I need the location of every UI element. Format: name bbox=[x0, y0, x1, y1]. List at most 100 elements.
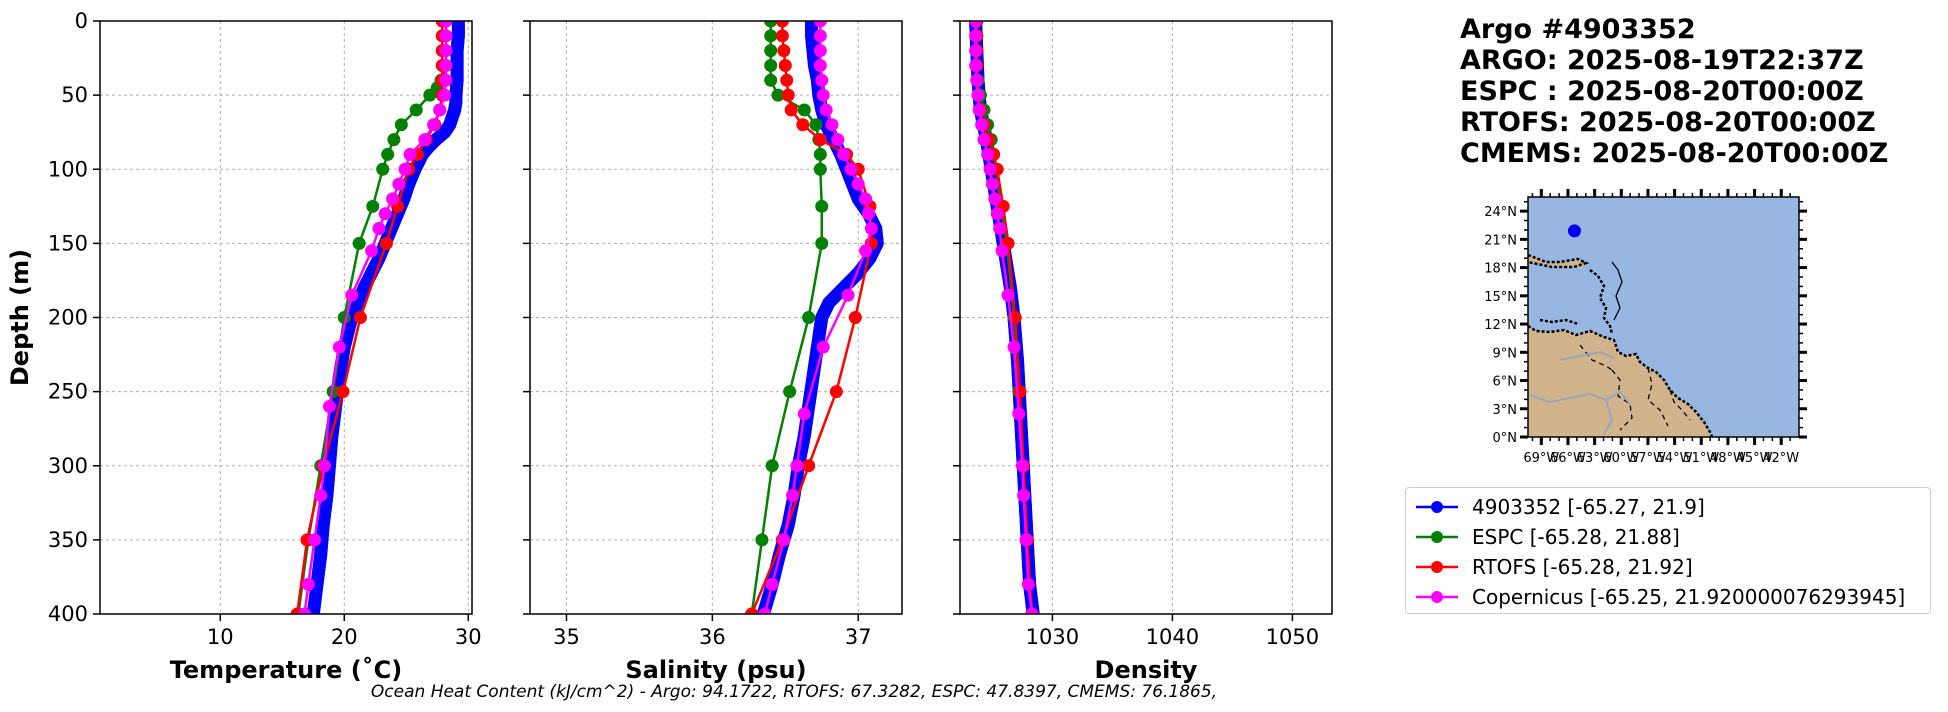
map-islands bbox=[1611, 261, 1623, 321]
temperature-point-copernicus bbox=[332, 340, 346, 354]
legend-label-copernicus: Copernicus [-65.25, 21.920000076293945] bbox=[1472, 585, 1906, 609]
salinity-x-tick-label: 37 bbox=[845, 625, 872, 649]
map-lat-label: 15°N bbox=[1484, 290, 1517, 305]
temperature-point-copernicus bbox=[317, 459, 331, 473]
density-point-copernicus bbox=[969, 21, 983, 28]
salinity-point-copernicus bbox=[851, 177, 865, 191]
temperature-point-copernicus bbox=[372, 222, 386, 236]
temperature-point-copernicus bbox=[403, 147, 417, 161]
temperature-point-copernicus bbox=[378, 207, 392, 221]
temperature-point-espc bbox=[352, 236, 366, 250]
salinity-x-axis-label: Salinity (psu) bbox=[625, 656, 806, 684]
temperature-point-copernicus bbox=[439, 44, 453, 58]
y-tick-label: 400 bbox=[48, 602, 88, 626]
location-map: 69°W66°W63°W60°W57°W54°W51°W48°W45°W42°W… bbox=[1484, 189, 1807, 466]
salinity-point-rtofs bbox=[802, 459, 816, 473]
temperature-point-copernicus bbox=[439, 21, 453, 28]
map-coastlines bbox=[1527, 253, 1714, 438]
salinity-point-copernicus bbox=[786, 488, 800, 502]
legend-label-rtofs: RTOFS [-65.28, 21.92] bbox=[1472, 555, 1693, 579]
map-minor-ticks bbox=[1524, 193, 1803, 441]
map-lat-label: 21°N bbox=[1484, 233, 1517, 248]
salinity-point-espc bbox=[755, 533, 769, 547]
map-lon-label: 69°W bbox=[1523, 451, 1559, 466]
temperature-point-espc bbox=[394, 118, 408, 132]
salinity-point-copernicus bbox=[816, 88, 830, 102]
density-point-copernicus bbox=[969, 29, 983, 43]
salinity-point-copernicus bbox=[813, 21, 827, 28]
temperature-point-rtofs bbox=[353, 311, 367, 324]
salinity-point-espc bbox=[764, 21, 778, 28]
salinity-point-rtofs bbox=[775, 21, 789, 28]
map-lon-label: 66°W bbox=[1550, 451, 1586, 466]
map-lon-label: 63°W bbox=[1577, 451, 1613, 466]
temperature-point-copernicus bbox=[439, 58, 453, 72]
salinity-point-espc bbox=[764, 58, 778, 72]
salinity-point-rtofs bbox=[780, 73, 794, 87]
legend-entry-espc: ESPC [-65.28, 21.88] bbox=[1406, 522, 1930, 552]
salinity-point-espc bbox=[764, 44, 778, 58]
map-lat-label: 6°N bbox=[1493, 375, 1518, 390]
salinity-point-copernicus bbox=[819, 103, 833, 117]
temperature-x-tick-label: 30 bbox=[455, 625, 482, 649]
density-y-ticks bbox=[953, 20, 960, 615]
temperature-y-ticks bbox=[93, 20, 100, 615]
title-argo-time: ARGO: 2025-08-19T22:37Z bbox=[1460, 45, 1864, 76]
salinity-grid bbox=[530, 20, 902, 615]
temperature-x-axis-label: Temperature (˚C) bbox=[170, 656, 403, 684]
legend-marker-rtofs bbox=[1416, 561, 1458, 573]
y-tick-label: 200 bbox=[48, 306, 88, 330]
density-point-rtofs bbox=[1013, 385, 1027, 399]
temperature-point-copernicus bbox=[345, 288, 359, 302]
salinity-point-rtofs bbox=[784, 103, 798, 117]
salinity-point-rtofs bbox=[777, 44, 791, 58]
salinity-point-espc bbox=[797, 103, 811, 117]
temperature-point-espc bbox=[423, 88, 437, 102]
salinity-point-espc bbox=[765, 459, 779, 473]
panel-salinity: 35 36 37 Salinity (psu) bbox=[523, 20, 903, 684]
density-point-copernicus bbox=[975, 118, 989, 132]
salinity-point-espc bbox=[783, 385, 797, 399]
temperature-point-copernicus bbox=[438, 88, 452, 102]
density-point-copernicus bbox=[977, 133, 991, 147]
salinity-point-rtofs bbox=[745, 607, 759, 614]
salinity-point-copernicus bbox=[837, 147, 851, 161]
legend-marker-argo bbox=[1416, 501, 1458, 513]
temperature-point-copernicus bbox=[322, 399, 336, 413]
salinity-point-copernicus bbox=[841, 288, 855, 302]
density-markers-copernicus bbox=[969, 21, 1039, 614]
density-point-copernicus bbox=[1001, 288, 1015, 302]
temperature-point-espc bbox=[381, 147, 395, 161]
map-lon-label: 57°W bbox=[1630, 451, 1666, 466]
temperature-point-espc bbox=[409, 103, 423, 117]
figure-title: Argo #4903352 ARGO: 2025-08-19T22:37Z ES… bbox=[1460, 14, 1888, 169]
density-point-copernicus bbox=[1007, 340, 1021, 354]
salinity-markers-argo bbox=[758, 21, 884, 614]
y-tick-label: 0 bbox=[75, 9, 88, 33]
salinity-point-copernicus bbox=[790, 459, 804, 473]
temperature-point-copernicus bbox=[298, 607, 312, 614]
title-cmems-time: CMEMS: 2025-08-20T00:00Z bbox=[1460, 138, 1889, 169]
map-lat-label: 3°N bbox=[1493, 403, 1518, 418]
density-x-tick-label: 1050 bbox=[1266, 625, 1319, 649]
map-lon-label: 48°W bbox=[1710, 451, 1746, 466]
density-x-axis-label: Density bbox=[1095, 656, 1198, 684]
salinity-point-espc bbox=[809, 118, 823, 132]
temperature-point-copernicus bbox=[392, 177, 406, 191]
temperature-point-copernicus bbox=[301, 577, 315, 591]
map-frame bbox=[1527, 196, 1800, 438]
density-point-copernicus bbox=[985, 177, 999, 191]
map-rivers bbox=[1529, 350, 1631, 435]
density-x-tick-label: 1030 bbox=[1026, 625, 1079, 649]
salinity-x-tick-label: 36 bbox=[699, 625, 726, 649]
salinity-y-ticks bbox=[523, 20, 530, 615]
density-x-tick-label: 1040 bbox=[1146, 625, 1199, 649]
temperature-point-copernicus bbox=[308, 533, 322, 547]
density-point-copernicus bbox=[981, 147, 995, 161]
salinity-x-ticks bbox=[565, 614, 859, 621]
salinity-point-copernicus bbox=[844, 162, 858, 176]
salinity-point-rtofs bbox=[848, 311, 862, 324]
argo-float-marker bbox=[1567, 224, 1581, 238]
salinity-point-copernicus bbox=[797, 407, 811, 421]
